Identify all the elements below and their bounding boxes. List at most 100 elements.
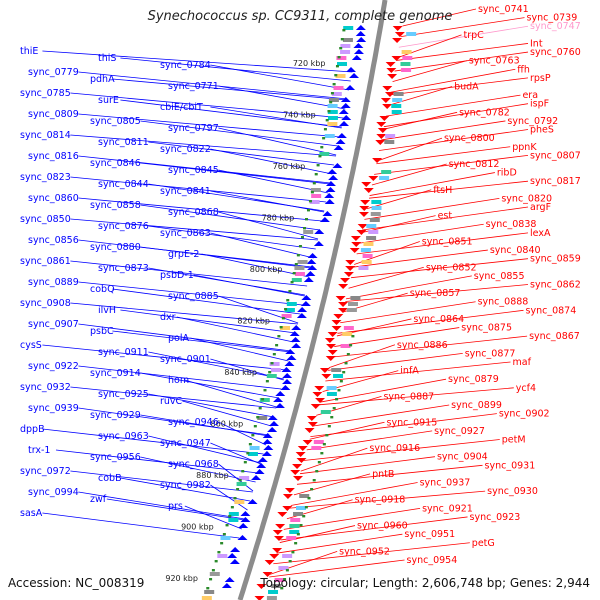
gene-label[interactable]: ftsH	[433, 185, 452, 196]
gene-label[interactable]: sync_0901	[160, 354, 211, 365]
gene-label[interactable]: cbiE/cbiT	[160, 102, 203, 113]
gene-label[interactable]: sync_0888	[478, 297, 529, 308]
gene-label[interactable]: sync_0792	[507, 116, 558, 127]
gene-label[interactable]: dxr	[160, 312, 176, 323]
gene-label[interactable]: sync_0899	[451, 400, 502, 411]
gene-label[interactable]: infA	[400, 366, 419, 377]
gene-label[interactable]: sync_0875	[461, 323, 512, 334]
gene-label[interactable]: trx-1	[28, 445, 50, 456]
gene-label[interactable]: sync_0877	[465, 348, 516, 359]
gene-label[interactable]: sync_0952	[339, 546, 390, 557]
gene-label[interactable]: sync_0816	[28, 151, 79, 162]
gene-label[interactable]: sync_0855	[474, 271, 525, 282]
gene-label[interactable]: sync_0844	[98, 179, 149, 190]
gene-label[interactable]: sync_0954	[407, 555, 458, 566]
gene-label[interactable]: sync_0914	[90, 368, 141, 379]
gene-label[interactable]: trpC	[464, 30, 485, 41]
gene-label[interactable]: sync_0860	[28, 193, 79, 204]
gene-label[interactable]: polA	[168, 333, 189, 344]
gene-label[interactable]: argF	[530, 202, 551, 213]
gene-label[interactable]: sync_0937	[420, 478, 471, 489]
gene-label[interactable]: sync_0852	[426, 262, 477, 273]
gene-label[interactable]: sync_0932	[20, 382, 71, 393]
gene-label[interactable]: zwf	[90, 494, 107, 505]
gene-label[interactable]: ispF	[530, 99, 549, 110]
gene-label[interactable]: sync_0845	[168, 165, 219, 176]
gene-label[interactable]: sync_0963	[98, 431, 149, 442]
gene-label[interactable]: sync_0925	[98, 389, 149, 400]
gene-label[interactable]: sync_0851	[422, 236, 473, 247]
gene-label[interactable]: sync_0771	[168, 81, 219, 92]
gene-label[interactable]: hom	[168, 375, 189, 386]
gene-label[interactable]: sync_0811	[98, 137, 149, 148]
gene-label[interactable]: Int	[530, 38, 543, 49]
gene-label[interactable]: sync_0807	[530, 150, 581, 161]
gene-label[interactable]: sasA	[20, 508, 43, 519]
gene-label[interactable]: sync_0820	[501, 193, 552, 204]
gene-label[interactable]: budA	[454, 81, 479, 92]
gene-label[interactable]: sync_0841	[160, 186, 211, 197]
gene-label[interactable]: sync_0879	[448, 374, 499, 385]
gene-label[interactable]: sync_0887	[383, 391, 434, 402]
gene-label[interactable]: sync_0946	[168, 417, 219, 428]
gene-label[interactable]: sync_0874	[526, 305, 577, 316]
gene-label[interactable]: sync_0859	[530, 254, 581, 265]
gene-label[interactable]: sync_0947	[160, 438, 211, 449]
gene-label[interactable]: sync_0739	[527, 13, 578, 24]
gene-label[interactable]: sync_0918	[355, 495, 406, 506]
gene-label[interactable]: sync_0857	[410, 288, 461, 299]
gene-label[interactable]: sync_0907	[28, 319, 79, 330]
gene-label[interactable]: sync_0929	[90, 410, 141, 421]
gene-label[interactable]: sync_0812	[449, 159, 500, 170]
gene-label[interactable]: sync_0823	[20, 172, 71, 183]
gene-label[interactable]: sync_0782	[459, 107, 510, 118]
gene-label[interactable]: sync_0864	[413, 314, 464, 325]
gene-label[interactable]: sync_0862	[530, 280, 581, 291]
gene-label[interactable]: psbC	[90, 326, 114, 337]
gene-label[interactable]: sync_0902	[499, 409, 550, 420]
gene-label[interactable]: sync_0908	[20, 298, 71, 309]
gene-label[interactable]: sync_0873	[98, 263, 149, 274]
gene-label[interactable]: ppnK	[512, 142, 537, 153]
gene-label[interactable]: sync_0922	[28, 361, 79, 372]
gene-label[interactable]: surE	[98, 95, 119, 106]
gene-label[interactable]: era	[522, 90, 538, 101]
gene-label[interactable]: sync_0889	[28, 277, 79, 288]
gene-label[interactable]: sync_0915	[387, 417, 438, 428]
gene-label[interactable]: ruvC	[160, 396, 183, 407]
gene-label[interactable]: sync_0916	[369, 443, 420, 454]
gene-label[interactable]: sync_0760	[530, 47, 581, 58]
gene-label[interactable]: rpsP	[530, 73, 551, 84]
gene-label[interactable]: sync_0867	[529, 331, 580, 342]
gene-label[interactable]: sync_0838	[486, 219, 537, 230]
gene-label[interactable]: sync_0951	[404, 529, 455, 540]
gene-label[interactable]: sync_0972	[20, 466, 71, 477]
gene-label[interactable]: sync_0741	[478, 4, 529, 15]
gene-label[interactable]: ycf4	[516, 383, 536, 394]
gene-label[interactable]: sync_0911	[98, 347, 149, 358]
gene-label[interactable]: ribD	[497, 168, 517, 179]
gene-label[interactable]: sync_0956	[90, 452, 141, 463]
gene-label[interactable]: sync_0968	[168, 459, 219, 470]
gene-label[interactable]: pheS	[530, 125, 554, 136]
gene-label[interactable]: sync_0846	[90, 158, 141, 169]
gene-label[interactable]: pntB	[372, 469, 394, 480]
gene-label[interactable]: sync_0858	[90, 200, 141, 211]
gene-label[interactable]: sync_0805	[90, 116, 141, 127]
gene-label[interactable]: maf	[513, 357, 532, 368]
gene-label[interactable]: sync_0840	[490, 245, 541, 256]
gene-label[interactable]: sync_0923	[470, 512, 521, 523]
gene-label[interactable]: sync_0994	[28, 487, 79, 498]
gene-label[interactable]: sync_0817	[530, 176, 581, 187]
gene-label[interactable]: thiE	[20, 46, 38, 57]
gene-label[interactable]: sync_0931	[485, 460, 536, 471]
gene-label[interactable]: sync_0876	[98, 221, 149, 232]
gene-label[interactable]: dppB	[20, 424, 45, 435]
gene-label[interactable]: sync_0785	[20, 88, 71, 99]
gene-label[interactable]: sync_0886	[397, 340, 448, 351]
gene-label[interactable]: sync_0822	[160, 144, 211, 155]
gene-label[interactable]: sync_0797	[168, 123, 219, 134]
gene-label[interactable]: petM	[502, 434, 526, 445]
gene-label[interactable]: ffh	[517, 64, 530, 75]
gene-label[interactable]: sync_0982	[160, 480, 211, 491]
